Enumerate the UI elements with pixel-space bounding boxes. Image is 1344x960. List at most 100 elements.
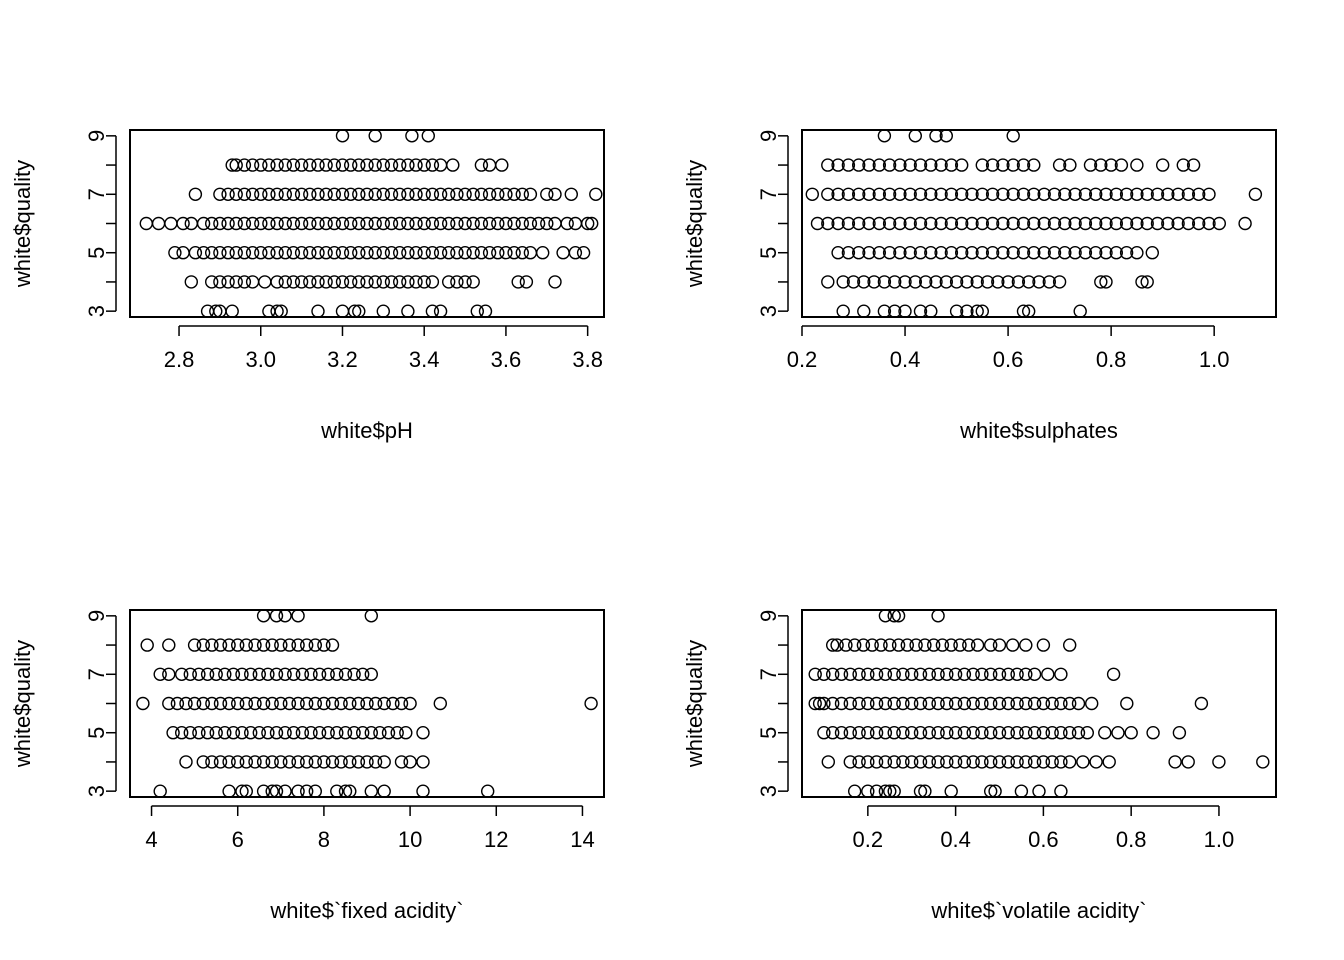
- data-point: [826, 667, 840, 681]
- data-point: [274, 638, 288, 652]
- data-point: [262, 187, 276, 202]
- data-point: [327, 245, 341, 260]
- data-point: [261, 726, 275, 740]
- data-point: [360, 216, 374, 231]
- data-point: [1111, 726, 1125, 740]
- data-point: [1124, 726, 1138, 740]
- data-point: [446, 158, 460, 172]
- data-point: [1016, 158, 1031, 172]
- data-point: [957, 667, 972, 681]
- data-point: [393, 216, 407, 231]
- data-point: [364, 667, 378, 681]
- y-axis: 3 5 7 9: [84, 610, 117, 797]
- data-point: [869, 667, 884, 681]
- data-point: [507, 187, 521, 202]
- data-point: [1094, 158, 1108, 172]
- data-point: [834, 667, 849, 681]
- data-point: [442, 216, 456, 231]
- data-point: [931, 755, 945, 769]
- data-point: [1084, 696, 1099, 711]
- data-point: [852, 187, 866, 202]
- data-point: [1006, 245, 1020, 260]
- data-point: [905, 755, 919, 769]
- data-point: [330, 726, 344, 740]
- data-point: [269, 609, 284, 623]
- data-point: [184, 275, 199, 289]
- data-point: [409, 187, 423, 202]
- data-point: [261, 667, 275, 681]
- data-point: [934, 245, 948, 260]
- x-tick-label: 0.6: [993, 347, 1024, 372]
- data-point: [949, 275, 964, 289]
- data-point: [857, 304, 871, 318]
- data-point: [1130, 158, 1144, 172]
- data-point: [1202, 187, 1216, 202]
- data-point: [931, 667, 945, 681]
- data-point: [1037, 245, 1051, 260]
- data-point: [872, 245, 886, 260]
- data-point: [254, 158, 268, 172]
- data-point: [1109, 245, 1124, 260]
- data-point: [303, 275, 317, 289]
- data-point: [254, 187, 268, 202]
- data-point: [482, 216, 497, 231]
- data-point: [256, 696, 271, 711]
- data-point: [325, 696, 340, 711]
- data-point: [1058, 187, 1072, 202]
- data-point: [226, 667, 241, 681]
- data-point: [256, 755, 271, 769]
- data-point: [317, 755, 331, 769]
- data-point: [278, 275, 292, 289]
- data-point: [903, 245, 917, 260]
- data-point: [319, 158, 333, 172]
- data-point: [1054, 696, 1068, 711]
- data-point: [294, 216, 309, 231]
- data-point: [1145, 245, 1160, 260]
- data-point: [1130, 187, 1144, 202]
- data-point: [213, 696, 228, 711]
- data-point: [1130, 245, 1144, 260]
- data-point: [812, 696, 827, 711]
- data-point: [862, 245, 876, 260]
- data-point: [343, 784, 357, 798]
- data-point: [256, 638, 271, 652]
- data-point: [560, 216, 574, 231]
- data-point: [1098, 726, 1112, 740]
- data-point: [344, 187, 358, 202]
- data-point: [421, 129, 435, 143]
- data-point: [511, 275, 525, 289]
- data-point: [985, 187, 1000, 202]
- data-point: [409, 245, 423, 260]
- data-point: [507, 216, 521, 231]
- data-point: [887, 667, 901, 681]
- data-point: [924, 245, 938, 260]
- data-point: [243, 667, 258, 681]
- data-point: [1099, 245, 1113, 260]
- data-point: [360, 158, 374, 172]
- data-point: [821, 158, 835, 172]
- data-point: [949, 304, 964, 318]
- data-point: [442, 275, 456, 289]
- data-point: [888, 275, 902, 289]
- data-point: [874, 638, 888, 652]
- data-point: [984, 726, 998, 740]
- data-point: [425, 304, 440, 318]
- data-point: [1109, 187, 1124, 202]
- data-point: [852, 726, 866, 740]
- data-point: [153, 784, 167, 798]
- data-point: [466, 245, 480, 260]
- data-point: [896, 667, 910, 681]
- data-point: [1047, 245, 1062, 260]
- data-point: [957, 726, 972, 740]
- data-point: [1001, 696, 1015, 711]
- data-point: [376, 158, 390, 172]
- data-point: [256, 609, 271, 623]
- data-point: [556, 245, 570, 260]
- data-point: [1146, 726, 1160, 740]
- data-point: [893, 187, 907, 202]
- data-point: [831, 187, 845, 202]
- data-point: [966, 667, 980, 681]
- data-point: [192, 726, 206, 740]
- data-point: [237, 275, 252, 289]
- data-point: [229, 187, 243, 202]
